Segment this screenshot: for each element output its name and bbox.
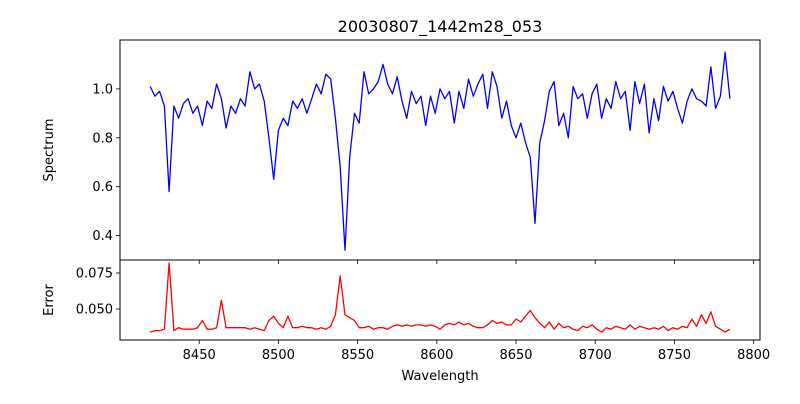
spectrum-y-tick-label: 0.6 xyxy=(92,180,113,195)
error-x-tick-label: 8500 xyxy=(262,348,295,363)
error-x-tick-label: 8550 xyxy=(341,348,374,363)
y-axis-label-error: Error xyxy=(42,284,57,316)
error-axes-frame xyxy=(119,259,761,341)
error-x-tick-label: 8600 xyxy=(420,348,453,363)
spectrum-y-tick-label: 1.0 xyxy=(92,82,113,97)
error-x-tick-label: 8750 xyxy=(658,348,691,363)
spectrum-axes-frame xyxy=(119,39,761,261)
chart-title: 20030807_1442m28_053 xyxy=(338,17,543,37)
x-axis-label: Wavelength xyxy=(401,369,478,384)
spectrum-y-tick-label: 0.4 xyxy=(92,229,113,244)
error-x-tick-label: 8450 xyxy=(183,348,216,363)
error-series-line xyxy=(149,262,731,333)
error-x-tick-label: 8700 xyxy=(579,348,612,363)
error-x-tick-label: 8650 xyxy=(499,348,532,363)
error-y-tick-label: 0.075 xyxy=(76,266,113,281)
spectrum-y-tick-label: 0.8 xyxy=(92,131,113,146)
error-y-tick-label: 0.050 xyxy=(76,303,113,318)
y-axis-label-spectrum: Spectrum xyxy=(42,119,57,182)
error-x-tick-label: 8800 xyxy=(737,348,770,363)
spectrum-series-line xyxy=(149,51,731,251)
